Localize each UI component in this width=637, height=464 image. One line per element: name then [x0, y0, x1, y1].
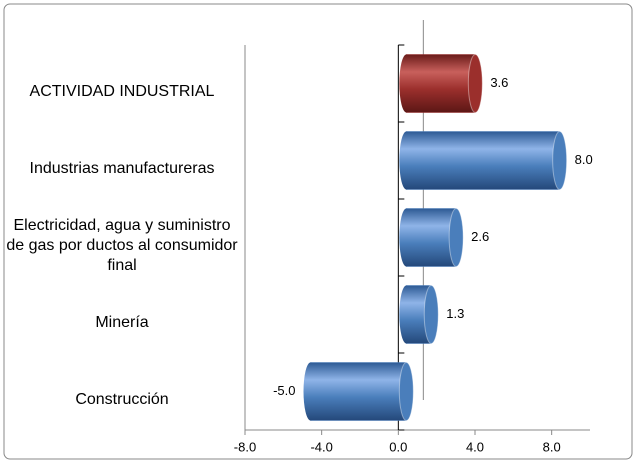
bar-cap: [552, 131, 568, 190]
value-label: 2.6: [471, 229, 489, 244]
bar-cap: [398, 362, 414, 421]
x-tick-label: -8.0: [234, 439, 256, 454]
bar-cap: [423, 285, 439, 344]
value-label: 1.3: [446, 306, 464, 321]
category-label: Electricidad, agua y suministro de gas p…: [6, 216, 238, 274]
bar-body: [310, 362, 407, 421]
bar: [399, 54, 483, 113]
category-label: Construcción: [75, 390, 169, 408]
category-label: Industrias manufactureras: [29, 159, 215, 177]
bar-end: [399, 285, 414, 344]
bar: [399, 131, 568, 190]
x-tick-label: 0.0: [389, 439, 407, 454]
bar: [399, 285, 439, 344]
bar-cap: [448, 208, 464, 267]
bar-end: [303, 362, 318, 421]
value-label: 8.0: [575, 152, 593, 167]
value-label: 3.6: [490, 75, 508, 90]
x-tick-label: 8.0: [543, 439, 561, 454]
bar-body: [406, 131, 560, 190]
bar-end: [399, 208, 414, 267]
chart-border: [3, 3, 633, 460]
bar-end: [399, 131, 414, 190]
bar-end: [399, 54, 414, 113]
bar: [303, 362, 414, 421]
category-label: Minería: [95, 313, 149, 331]
x-tick-label: 4.0: [466, 439, 484, 454]
bar-body: [406, 208, 457, 267]
bar: [399, 208, 464, 267]
value-label: -5.0: [273, 383, 295, 398]
x-tick-label: -4.0: [310, 439, 332, 454]
bar-cap: [467, 54, 483, 113]
bar-body: [406, 54, 476, 113]
category-label: ACTIVIDAD INDUSTRIAL: [29, 82, 215, 100]
